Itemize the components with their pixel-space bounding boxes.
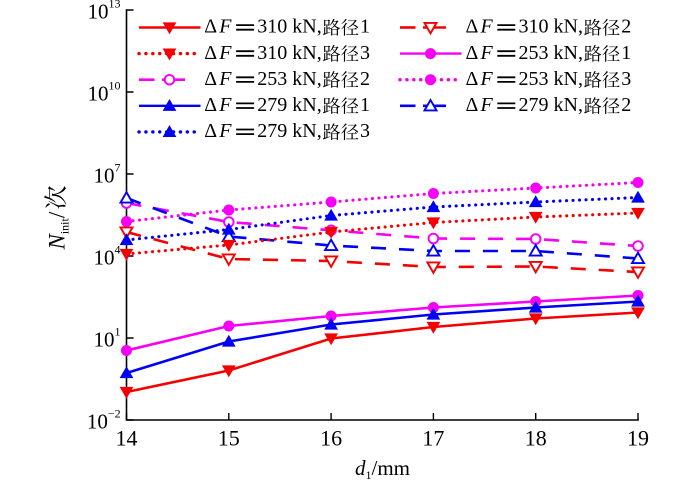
svg-text:253 kN,: 253 kN, <box>519 68 583 90</box>
svg-text:1: 1 <box>360 16 370 38</box>
svg-text:−2: −2 <box>108 407 121 421</box>
svg-text:17: 17 <box>422 426 444 451</box>
svg-text:ΔF: ΔF <box>466 68 494 90</box>
svg-text:1: 1 <box>621 42 631 64</box>
svg-text:310 kN,: 310 kN, <box>257 42 321 64</box>
svg-text:Ninit/: Ninit/ <box>45 211 72 250</box>
svg-text:ΔF: ΔF <box>204 120 232 142</box>
svg-text:279 kN,: 279 kN, <box>257 120 321 142</box>
svg-text:279 kN,: 279 kN, <box>519 94 583 116</box>
svg-text:7: 7 <box>115 161 121 175</box>
svg-text:2: 2 <box>621 94 631 116</box>
svg-text:10: 10 <box>94 328 115 352</box>
svg-text:10: 10 <box>94 246 115 270</box>
svg-text:19: 19 <box>627 426 649 451</box>
svg-text:10: 10 <box>88 82 109 106</box>
svg-text:10: 10 <box>94 164 115 188</box>
svg-text:3: 3 <box>360 42 370 64</box>
svg-text:310 kN,: 310 kN, <box>519 16 583 38</box>
svg-text:ΔF: ΔF <box>204 94 232 116</box>
svg-text:ΔF: ΔF <box>466 42 494 64</box>
svg-text:15: 15 <box>218 426 240 451</box>
svg-text:d1/mm: d1/mm <box>355 456 410 482</box>
svg-text:10: 10 <box>87 410 108 434</box>
svg-text:1: 1 <box>360 94 370 116</box>
svg-text:2: 2 <box>621 16 631 38</box>
svg-text:3: 3 <box>360 120 370 142</box>
svg-text:ΔF: ΔF <box>466 16 494 38</box>
svg-text:18: 18 <box>525 426 547 451</box>
svg-text:16: 16 <box>320 426 342 451</box>
svg-text:2: 2 <box>360 68 370 90</box>
svg-text:253 kN,: 253 kN, <box>519 42 583 64</box>
svg-text:14: 14 <box>116 426 138 451</box>
svg-text:10: 10 <box>109 79 121 93</box>
svg-text:279 kN,: 279 kN, <box>257 94 321 116</box>
svg-text:ΔF: ΔF <box>466 94 494 116</box>
svg-text:1: 1 <box>115 325 121 339</box>
svg-text:4: 4 <box>115 243 121 257</box>
svg-text:253 kN,: 253 kN, <box>257 68 321 90</box>
svg-text:3: 3 <box>621 68 631 90</box>
svg-text:310 kN,: 310 kN, <box>257 16 321 38</box>
svg-text:ΔF: ΔF <box>204 16 232 38</box>
svg-text:13: 13 <box>109 0 121 11</box>
svg-text:10: 10 <box>88 0 109 24</box>
svg-text:ΔF: ΔF <box>204 42 232 64</box>
svg-text:ΔF: ΔF <box>204 68 232 90</box>
